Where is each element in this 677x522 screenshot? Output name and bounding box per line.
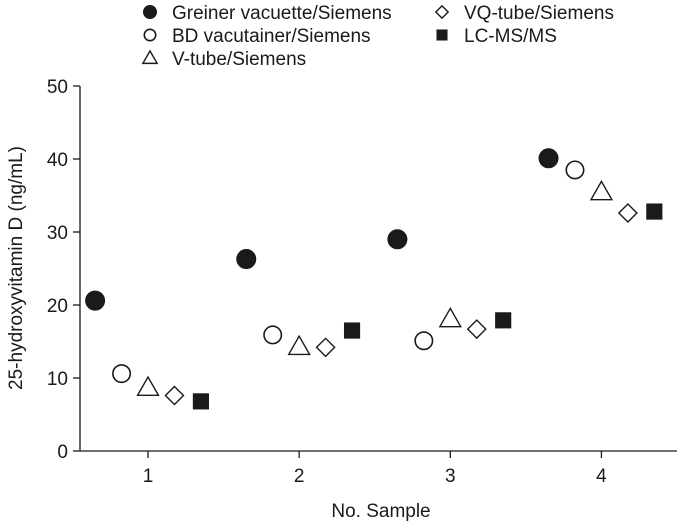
y-tick-label: 40 bbox=[47, 150, 68, 171]
legend-label: LC-MS/MS bbox=[464, 26, 557, 47]
y-axis-title: 25-hydroxyvitamin D (ng/mL) bbox=[6, 146, 27, 390]
x-axis-ticks: 1 2 3 4 bbox=[143, 451, 607, 487]
legend-marker bbox=[143, 28, 157, 42]
y-tick-label: 50 bbox=[47, 77, 68, 98]
x-tick-label: 2 bbox=[294, 466, 305, 487]
data-point bbox=[164, 385, 185, 406]
data-point bbox=[617, 203, 638, 224]
axes: 0 10 20 30 40 50 1 2 3 4 25-hydroxyvitamin D (ng… bbox=[6, 77, 677, 522]
legend-label: BD vacutainer/Siemens bbox=[172, 26, 371, 47]
legend-item: LC-MS/MS bbox=[436, 26, 557, 47]
data-point bbox=[387, 229, 408, 250]
legend-marker bbox=[436, 29, 448, 41]
series-4 bbox=[164, 203, 638, 406]
y-axis-ticks: 0 10 20 30 40 50 bbox=[47, 77, 80, 463]
legend-item: VQ-tube/Siemens bbox=[434, 3, 614, 24]
data-point bbox=[287, 334, 311, 356]
data-point bbox=[85, 290, 106, 311]
x-tick-label: 3 bbox=[445, 466, 456, 487]
series-1 bbox=[85, 148, 559, 311]
x-axis-title: No. Sample bbox=[331, 501, 430, 522]
data-point bbox=[263, 325, 283, 345]
data-point bbox=[646, 203, 663, 220]
series-2 bbox=[112, 160, 585, 384]
data-point bbox=[414, 331, 434, 351]
data-point bbox=[236, 249, 257, 270]
data-point bbox=[466, 319, 487, 340]
data-point bbox=[136, 375, 160, 397]
legend-marker bbox=[141, 49, 159, 65]
series-5 bbox=[192, 203, 663, 410]
x-tick-label: 1 bbox=[143, 466, 154, 487]
legend-marker bbox=[143, 5, 157, 19]
y-tick-label: 30 bbox=[47, 223, 68, 244]
data-point bbox=[315, 337, 336, 358]
legend-item: Greiner vacuette/Siemens bbox=[143, 3, 392, 24]
legend-label: VQ-tube/Siemens bbox=[464, 3, 614, 24]
series-3 bbox=[136, 179, 614, 397]
data-point bbox=[495, 312, 512, 329]
y-tick-label: 20 bbox=[47, 296, 68, 317]
data-point bbox=[192, 393, 209, 410]
data-point bbox=[589, 179, 614, 201]
y-tick-label: 0 bbox=[57, 442, 68, 463]
data-point bbox=[343, 322, 361, 339]
y-tick-label: 10 bbox=[47, 369, 68, 390]
data-points bbox=[85, 148, 663, 410]
x-tick-label: 4 bbox=[596, 466, 607, 487]
data-point bbox=[438, 307, 462, 328]
data-point bbox=[565, 160, 585, 180]
legend-item: V-tube/Siemens bbox=[141, 49, 306, 70]
legend-marker bbox=[434, 4, 450, 20]
legend-label: V-tube/Siemens bbox=[172, 49, 306, 70]
data-point bbox=[538, 148, 559, 169]
data-point bbox=[112, 364, 132, 384]
legend-label: Greiner vacuette/Siemens bbox=[172, 3, 392, 24]
legend-item: BD vacutainer/Siemens bbox=[143, 26, 371, 47]
